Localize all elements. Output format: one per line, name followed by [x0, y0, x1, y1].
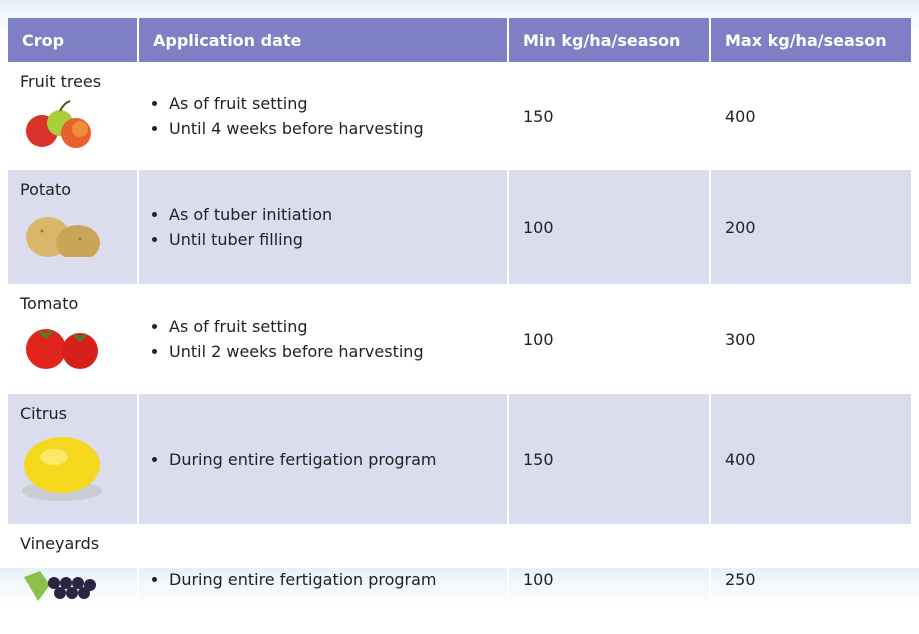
crop-cell: Potato [8, 170, 138, 284]
table-row: Vineyards During entire fertigation progr… [8, 524, 911, 634]
table-row: Citrus During entire fertigation program 1… [8, 394, 911, 524]
date-item: During entire fertigation program [169, 567, 493, 592]
date-item: Until 4 weeks before harvesting [169, 116, 493, 141]
max-cell: 300 [710, 284, 911, 394]
column-header: Max kg/ha/season [710, 18, 911, 62]
max-cell: 250 [710, 524, 911, 634]
crop-cell: Citrus [8, 394, 138, 524]
date-list: As of tuber initiationUntil tuber fillin… [153, 202, 493, 252]
date-list: As of fruit settingUntil 4 weeks before … [153, 91, 493, 141]
table-row: Tomato As of fruit settingUntil 2 weeks b… [8, 284, 911, 394]
max-cell: 400 [710, 62, 911, 170]
application-date-cell: As of fruit settingUntil 4 weeks before … [138, 62, 508, 170]
min-cell: 100 [508, 284, 710, 394]
crop-image [20, 203, 110, 257]
date-item: Until tuber filling [169, 227, 493, 252]
table-row: Potato As of tuber initiationUntil tuber … [8, 170, 911, 284]
date-item: Until 2 weeks before harvesting [169, 339, 493, 364]
max-cell: 400 [710, 394, 911, 524]
column-header: Min kg/ha/season [508, 18, 710, 62]
crop-image [20, 95, 110, 149]
application-date-cell: As of tuber initiationUntil tuber fillin… [138, 170, 508, 284]
crop-cell: Tomato [8, 284, 138, 394]
crop-name: Citrus [20, 404, 129, 423]
date-list: During entire fertigation program [153, 567, 493, 592]
crop-image [20, 557, 110, 611]
min-cell: 100 [508, 170, 710, 284]
crop-name: Vineyards [20, 534, 129, 553]
application-date-cell: During entire fertigation program [138, 524, 508, 634]
column-header: Crop [8, 18, 138, 62]
application-date-cell: As of fruit settingUntil 2 weeks before … [138, 284, 508, 394]
min-cell: 150 [508, 62, 710, 170]
date-item: During entire fertigation program [169, 447, 493, 472]
min-cell: 150 [508, 394, 710, 524]
crop-image [20, 427, 110, 505]
min-cell: 100 [508, 524, 710, 634]
crop-image [20, 317, 110, 371]
crop-name: Tomato [20, 294, 129, 313]
column-header: Application date [138, 18, 508, 62]
crop-name: Potato [20, 180, 129, 199]
date-item: As of fruit setting [169, 91, 493, 116]
application-date-cell: During entire fertigation program [138, 394, 508, 524]
date-item: As of fruit setting [169, 314, 493, 339]
max-cell: 200 [710, 170, 911, 284]
table-row: Fruit trees As of fruit settingUntil 4 we… [8, 62, 911, 170]
crop-cell: Vineyards [8, 524, 138, 634]
crop-name: Fruit trees [20, 72, 129, 91]
date-list: During entire fertigation program [153, 447, 493, 472]
crop-cell: Fruit trees [8, 62, 138, 170]
date-item: As of tuber initiation [169, 202, 493, 227]
date-list: As of fruit settingUntil 2 weeks before … [153, 314, 493, 364]
